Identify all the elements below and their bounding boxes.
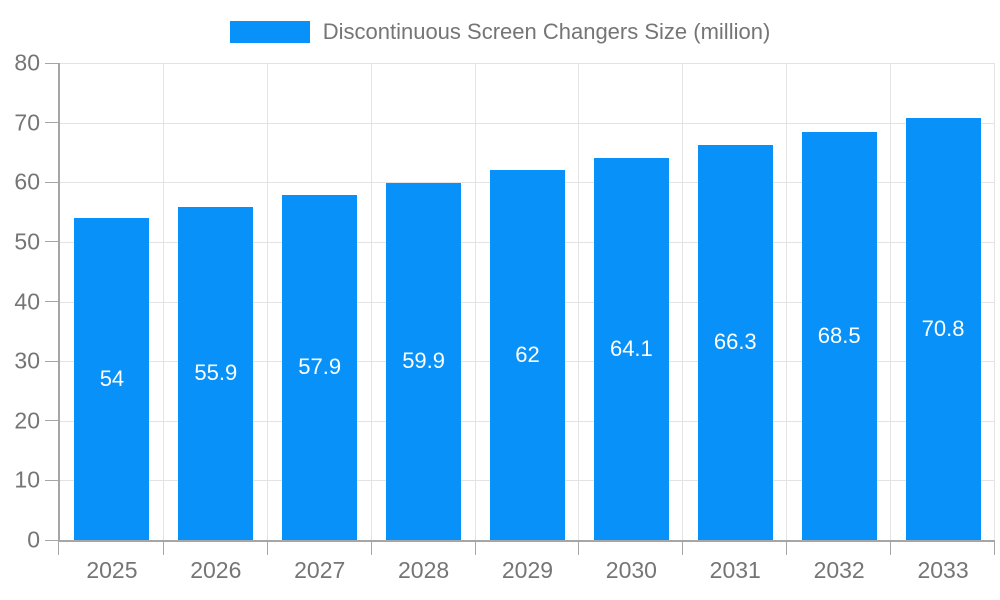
y-axis-tick-label: 80	[14, 49, 40, 76]
legend-swatch-icon	[229, 21, 310, 43]
bar-value-label: 57.9	[298, 354, 342, 380]
bar-2033[interactable]: 70.8	[905, 117, 981, 540]
y-axis-tick-mark	[45, 420, 58, 422]
y-axis-tick-label: 50	[14, 228, 40, 255]
x-axis-tick-mark	[578, 540, 580, 555]
y-axis-tick-mark	[45, 539, 58, 541]
legend-label: Discontinuous Screen Changers Size (mill…	[322, 19, 771, 44]
x-axis-tick-mark	[474, 540, 476, 555]
x-axis-tick-label: 2032	[813, 557, 865, 583]
bar-value-label: 64.1	[609, 335, 653, 361]
y-axis-tick-label: 60	[14, 168, 40, 195]
y-axis-tick-mark	[45, 301, 58, 302]
x-axis-tick-label: 2025	[86, 557, 138, 583]
x-axis-tick-label: 2026	[190, 557, 242, 583]
bar-2032[interactable]: 68.5	[801, 131, 877, 540]
y-axis-tick-label: 40	[14, 288, 40, 314]
y-axis-tick-mark	[45, 360, 58, 362]
bar-value-label: 55.9	[194, 360, 238, 386]
bar-value-label: 62	[515, 342, 540, 368]
x-axis-tick-label: 2028	[398, 557, 450, 583]
x-gridline	[474, 63, 476, 540]
x-axis-tick-label: 2030	[605, 557, 657, 583]
bar-value-label: 54	[99, 366, 125, 392]
y-axis-tick-mark	[45, 479, 58, 481]
bar-value-label: 68.5	[817, 322, 861, 348]
x-gridline	[266, 63, 268, 540]
x-gridline	[578, 63, 580, 540]
x-axis-tick-label: 2033	[917, 557, 969, 583]
legend[interactable]: Discontinuous Screen Changers Size (mill…	[0, 18, 1000, 46]
x-axis-tick-label: 2029	[501, 557, 554, 583]
x-axis-tick-mark	[890, 540, 892, 555]
x-axis-tick-label: 2027	[294, 557, 346, 583]
x-axis-tick-mark	[58, 540, 59, 555]
x-gridline	[682, 63, 684, 540]
bar-value-label: 66.3	[713, 329, 757, 355]
y-axis-tick-label: 10	[14, 466, 40, 493]
y-axis-tick-label: 30	[14, 347, 40, 374]
bar-value-label: 59.9	[402, 348, 446, 374]
x-gridline	[890, 63, 892, 540]
bar-2030[interactable]: 64.1	[593, 157, 669, 540]
x-axis-tick-mark	[162, 540, 164, 555]
x-axis-tick-mark	[370, 540, 372, 555]
x-gridline	[162, 63, 164, 540]
x-axis-tick-mark	[682, 540, 684, 555]
x-gridline	[994, 63, 995, 540]
x-axis-tick-label: 2031	[709, 557, 761, 583]
x-axis-tick-mark	[786, 540, 788, 555]
bar-2025[interactable]: 54	[74, 218, 150, 540]
bar-2031[interactable]: 66.3	[697, 144, 773, 540]
y-gridline	[60, 63, 995, 64]
x-gridline	[370, 63, 372, 540]
bar-2029[interactable]: 62	[490, 170, 565, 540]
bar-2026[interactable]: 55.9	[178, 206, 254, 540]
y-axis-tick-mark	[45, 241, 58, 243]
y-axis-tick-label: 0	[27, 526, 40, 553]
bar-2028[interactable]: 59.9	[386, 182, 462, 540]
x-axis-tick-mark	[266, 540, 268, 555]
bar-2027[interactable]: 57.9	[282, 194, 358, 540]
x-axis-tick-mark	[994, 540, 995, 555]
y-axis-tick-label: 20	[14, 407, 40, 434]
y-axis-tick-mark	[45, 181, 58, 183]
y-axis-tick-mark	[45, 122, 58, 124]
y-axis-tick-mark	[45, 62, 58, 64]
y-axis-tick-label: 70	[14, 109, 40, 136]
bar-value-label: 70.8	[921, 315, 965, 341]
y-gridline	[60, 122, 995, 124]
plot-area: 0 10 20 30 40 50 60 70 80 2025 54 2026 55.9 2027 57.9 2…	[14, 50, 995, 583]
x-gridline	[786, 63, 788, 540]
